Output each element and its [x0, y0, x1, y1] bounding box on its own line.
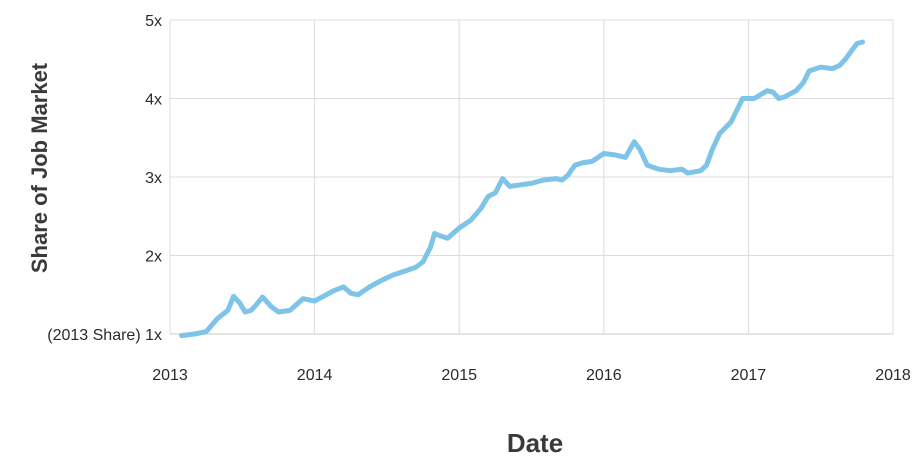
x-tick-label: 2016: [586, 367, 622, 384]
y-tick-label: 3x: [145, 170, 162, 187]
y-tick-label: (2013 Share) 1x: [47, 327, 162, 344]
x-tick-label: 2018: [875, 367, 911, 384]
x-tick-labels: 2013 2014 2015 2016 2017 2018: [152, 367, 911, 384]
x-tick-label: 2015: [441, 367, 477, 384]
grid: [169, 19, 894, 335]
y-tick-label: 2x: [145, 249, 162, 266]
x-tick-label: 2013: [152, 367, 188, 384]
x-tick-label: 2014: [297, 367, 333, 384]
series-line: [179, 39, 866, 339]
y-tick-label: 5x: [145, 13, 162, 30]
y-tick-label: 4x: [145, 92, 162, 109]
x-tick-label: 2017: [731, 367, 767, 384]
x-axis-title: Date: [507, 428, 563, 458]
y-tick-labels: (2013 Share) 1x 2x 3x 4x 5x: [47, 13, 162, 344]
y-axis-title: Share of Job Market: [27, 62, 52, 273]
